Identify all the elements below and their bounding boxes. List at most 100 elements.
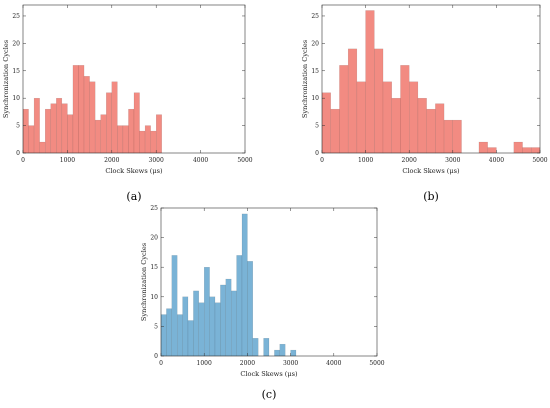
histogram-bar — [111, 81, 118, 154]
y-tick-label: 15 — [12, 68, 20, 75]
y-tick-label: 25 — [311, 13, 319, 20]
histogram-bar — [220, 284, 226, 357]
histogram-bar — [522, 147, 532, 154]
histogram-bar — [214, 302, 221, 357]
histogram-bar — [279, 343, 286, 357]
histogram-bar — [400, 65, 410, 154]
histogram-bar — [72, 65, 79, 154]
x-tick-label: 5000 — [369, 360, 384, 367]
histogram-bar — [171, 255, 178, 357]
x-tick-label: 2000 — [402, 157, 417, 164]
histogram-bar — [67, 114, 74, 154]
x-tick-label: 4000 — [193, 157, 208, 164]
histogram-bar — [28, 125, 35, 154]
histogram-bar — [50, 103, 57, 154]
histogram-bar — [290, 349, 297, 357]
histogram-bar — [365, 10, 375, 154]
histogram-bar — [203, 267, 210, 357]
x-tick-label: 2000 — [104, 157, 119, 164]
y-tick-label: 20 — [311, 40, 319, 47]
chart-panel-b: 0 1000 2000 3000 4000 5000 0 5 10 15 20 25 Clock Ske… — [301, 4, 548, 203]
x-tick-label: 0 — [21, 157, 25, 164]
histogram-bar — [139, 130, 146, 154]
histogram-bar — [33, 97, 40, 154]
histogram-bar — [321, 92, 331, 154]
histogram-bar — [356, 81, 366, 154]
y-tick-label: 10 — [150, 294, 158, 301]
histogram-bar — [347, 48, 358, 154]
histogram-bar — [166, 308, 172, 357]
histogram-bar — [247, 261, 253, 357]
histogram-bar — [94, 119, 101, 154]
x-tick-label: 5000 — [532, 157, 547, 164]
histogram-bar — [330, 108, 340, 154]
y-tick-label: 0 — [154, 353, 158, 360]
y-tick-label: 5 — [154, 323, 158, 330]
histogram-bar — [382, 81, 392, 154]
panel-label: (c) — [262, 388, 277, 401]
histogram-bar — [106, 92, 113, 154]
chart-panel-a: 0 1000 2000 3000 4000 5000 0 5 10 15 20 25 Clock Ske… — [2, 4, 253, 203]
histogram-bar — [22, 108, 29, 154]
histogram-bar — [117, 125, 124, 154]
x-axis-label: Clock Skews (μs) — [240, 370, 298, 378]
histogram-bar — [339, 65, 349, 154]
histogram-bar — [443, 119, 453, 154]
histogram-bar — [39, 141, 46, 154]
histogram-bar — [100, 114, 107, 154]
histogram-bar — [241, 213, 248, 357]
y-axis-label: Synchronization Cycles — [140, 242, 148, 321]
histogram-bar — [45, 108, 51, 154]
histogram-bar — [61, 103, 68, 154]
histogram-bar — [263, 338, 270, 357]
histogram-bar — [89, 81, 96, 154]
histogram-bar — [144, 125, 151, 154]
histogram-bar — [374, 48, 384, 154]
histogram-bar — [426, 108, 436, 154]
panel-label: (b) — [423, 190, 439, 203]
y-tick-label: 10 — [311, 95, 319, 102]
y-tick-label: 15 — [150, 264, 158, 271]
chart-panel-c: 0 1000 2000 3000 4000 5000 0 5 10 15 20 25 Clock Ske… — [140, 205, 385, 401]
histogram-bar — [435, 103, 445, 154]
histogram-bar — [225, 278, 232, 357]
x-tick-label: 0 — [320, 157, 324, 164]
y-tick-label: 15 — [311, 68, 319, 75]
histogram-bar — [236, 255, 243, 357]
histogram-bar — [176, 314, 183, 357]
y-tick-label: 0 — [315, 150, 319, 157]
plot-frame — [22, 4, 246, 154]
x-tick-label: 4000 — [326, 360, 341, 367]
x-tick-label: 3000 — [445, 157, 460, 164]
histogram-bar — [193, 290, 199, 357]
histogram-bar — [182, 296, 189, 357]
y-tick-label: 25 — [150, 205, 158, 212]
histogram-bar — [391, 97, 401, 154]
histogram-bar — [78, 65, 85, 154]
histogram-bar — [150, 130, 157, 154]
plot-frame — [160, 207, 378, 357]
histogram-bar — [155, 114, 162, 154]
y-tick-label: 20 — [150, 235, 158, 242]
histogram-bar — [252, 338, 259, 357]
histogram-bar — [417, 97, 427, 154]
histogram-bar — [230, 290, 237, 357]
histogram-bar — [160, 314, 167, 357]
x-tick-label: 5000 — [237, 157, 252, 164]
histogram-bar — [83, 76, 90, 154]
histogram-bar — [531, 147, 541, 154]
y-tick-label: 20 — [12, 40, 20, 47]
plot-frame — [321, 4, 541, 154]
histogram-bar — [409, 81, 419, 154]
x-tick-label: 3000 — [149, 157, 164, 164]
histogram-bar — [187, 320, 194, 357]
histogram-bar — [274, 349, 280, 357]
x-tick-label: 3000 — [283, 360, 298, 367]
x-tick-label: 1000 — [358, 157, 373, 164]
y-axis-label: Synchronization Cycles — [2, 39, 10, 118]
histogram-bar — [478, 141, 488, 154]
y-tick-label: 25 — [12, 13, 20, 20]
histogram-bar — [128, 108, 135, 154]
x-tick-label: 1000 — [60, 157, 75, 164]
